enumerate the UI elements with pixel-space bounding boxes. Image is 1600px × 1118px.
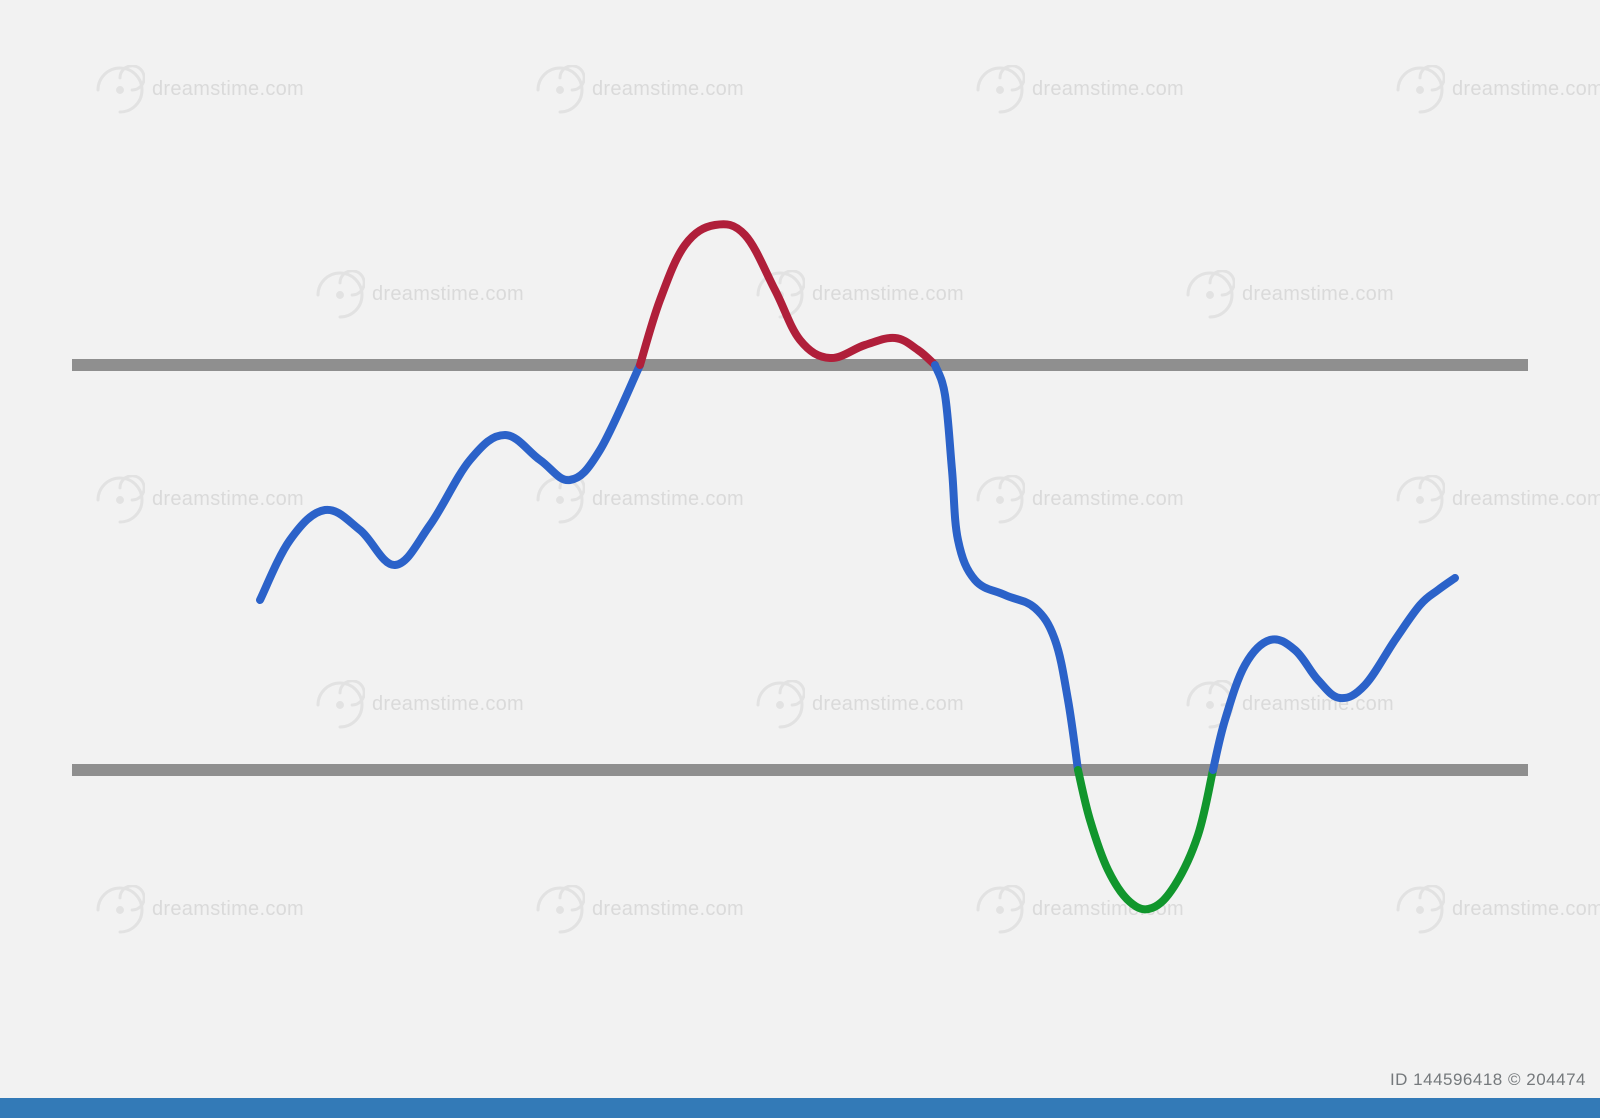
image-id-caption: ID 144596418 © 204474 [1390, 1070, 1586, 1090]
oscillator-line-chart [0, 0, 1600, 1118]
curve-overbought [640, 224, 935, 365]
footer-bar [0, 1098, 1600, 1118]
id-right: 204474 [1526, 1070, 1586, 1089]
curve-lead-in [260, 365, 640, 600]
chart-canvas: dreamstime.com dreamstime.com dreamstime… [0, 0, 1600, 1118]
curve-mid-decline [935, 365, 1078, 770]
curve-recovery [1213, 578, 1455, 770]
id-left: ID 144596418 [1390, 1070, 1503, 1089]
curve-oversold [1078, 770, 1213, 909]
copyright-symbol: © [1508, 1070, 1521, 1089]
